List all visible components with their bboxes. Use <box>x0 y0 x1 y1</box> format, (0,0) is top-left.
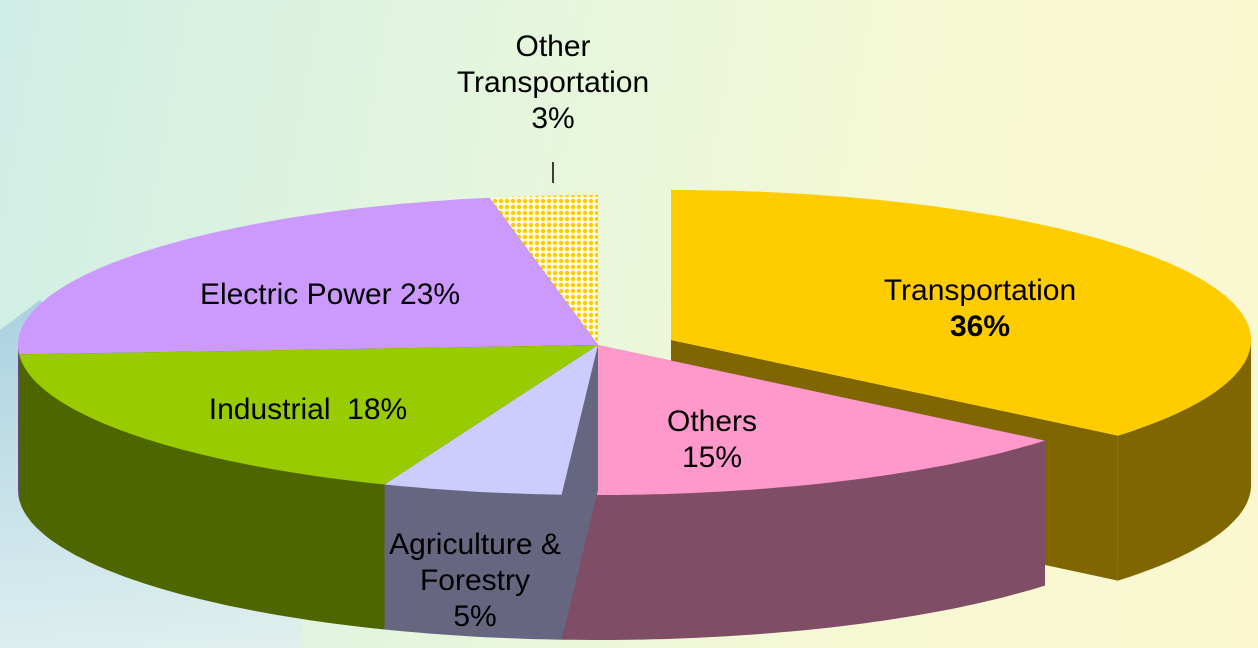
slice-wall <box>1117 340 1251 581</box>
slice-wall <box>18 345 20 500</box>
value-label: 3% <box>531 102 575 135</box>
category-name: Electric Power <box>199 278 392 311</box>
slice <box>561 345 1045 495</box>
slice <box>671 190 1251 436</box>
slice-label: Other Transportation 3% <box>423 29 683 137</box>
value-label: 23% <box>400 278 461 311</box>
slice <box>489 195 598 345</box>
slice-label: Industrial 18% <box>209 392 407 428</box>
slice-wall <box>19 354 385 630</box>
slice-wall <box>384 484 562 640</box>
slice <box>384 345 598 495</box>
slice-label: Others 15% <box>667 404 757 476</box>
value-label: 15% <box>681 441 743 474</box>
value-label: 5% <box>453 600 497 633</box>
category-name: Agriculture & Forestry <box>389 528 570 597</box>
slice <box>19 345 599 485</box>
value-label: 18% <box>347 393 408 426</box>
category-name: Others <box>666 405 758 438</box>
value-label: 36% <box>949 310 1011 343</box>
slice-label: Electric Power 23% <box>200 277 460 313</box>
slice-label: Agriculture & Forestry 5% <box>375 527 575 635</box>
slice-label: Transportation 36% <box>884 273 1076 345</box>
category-name: Other Transportation <box>456 30 650 99</box>
category-name: Industrial <box>208 393 331 426</box>
slice-wall <box>561 440 1045 640</box>
slice <box>18 197 598 355</box>
category-name: Transportation <box>883 274 1077 307</box>
